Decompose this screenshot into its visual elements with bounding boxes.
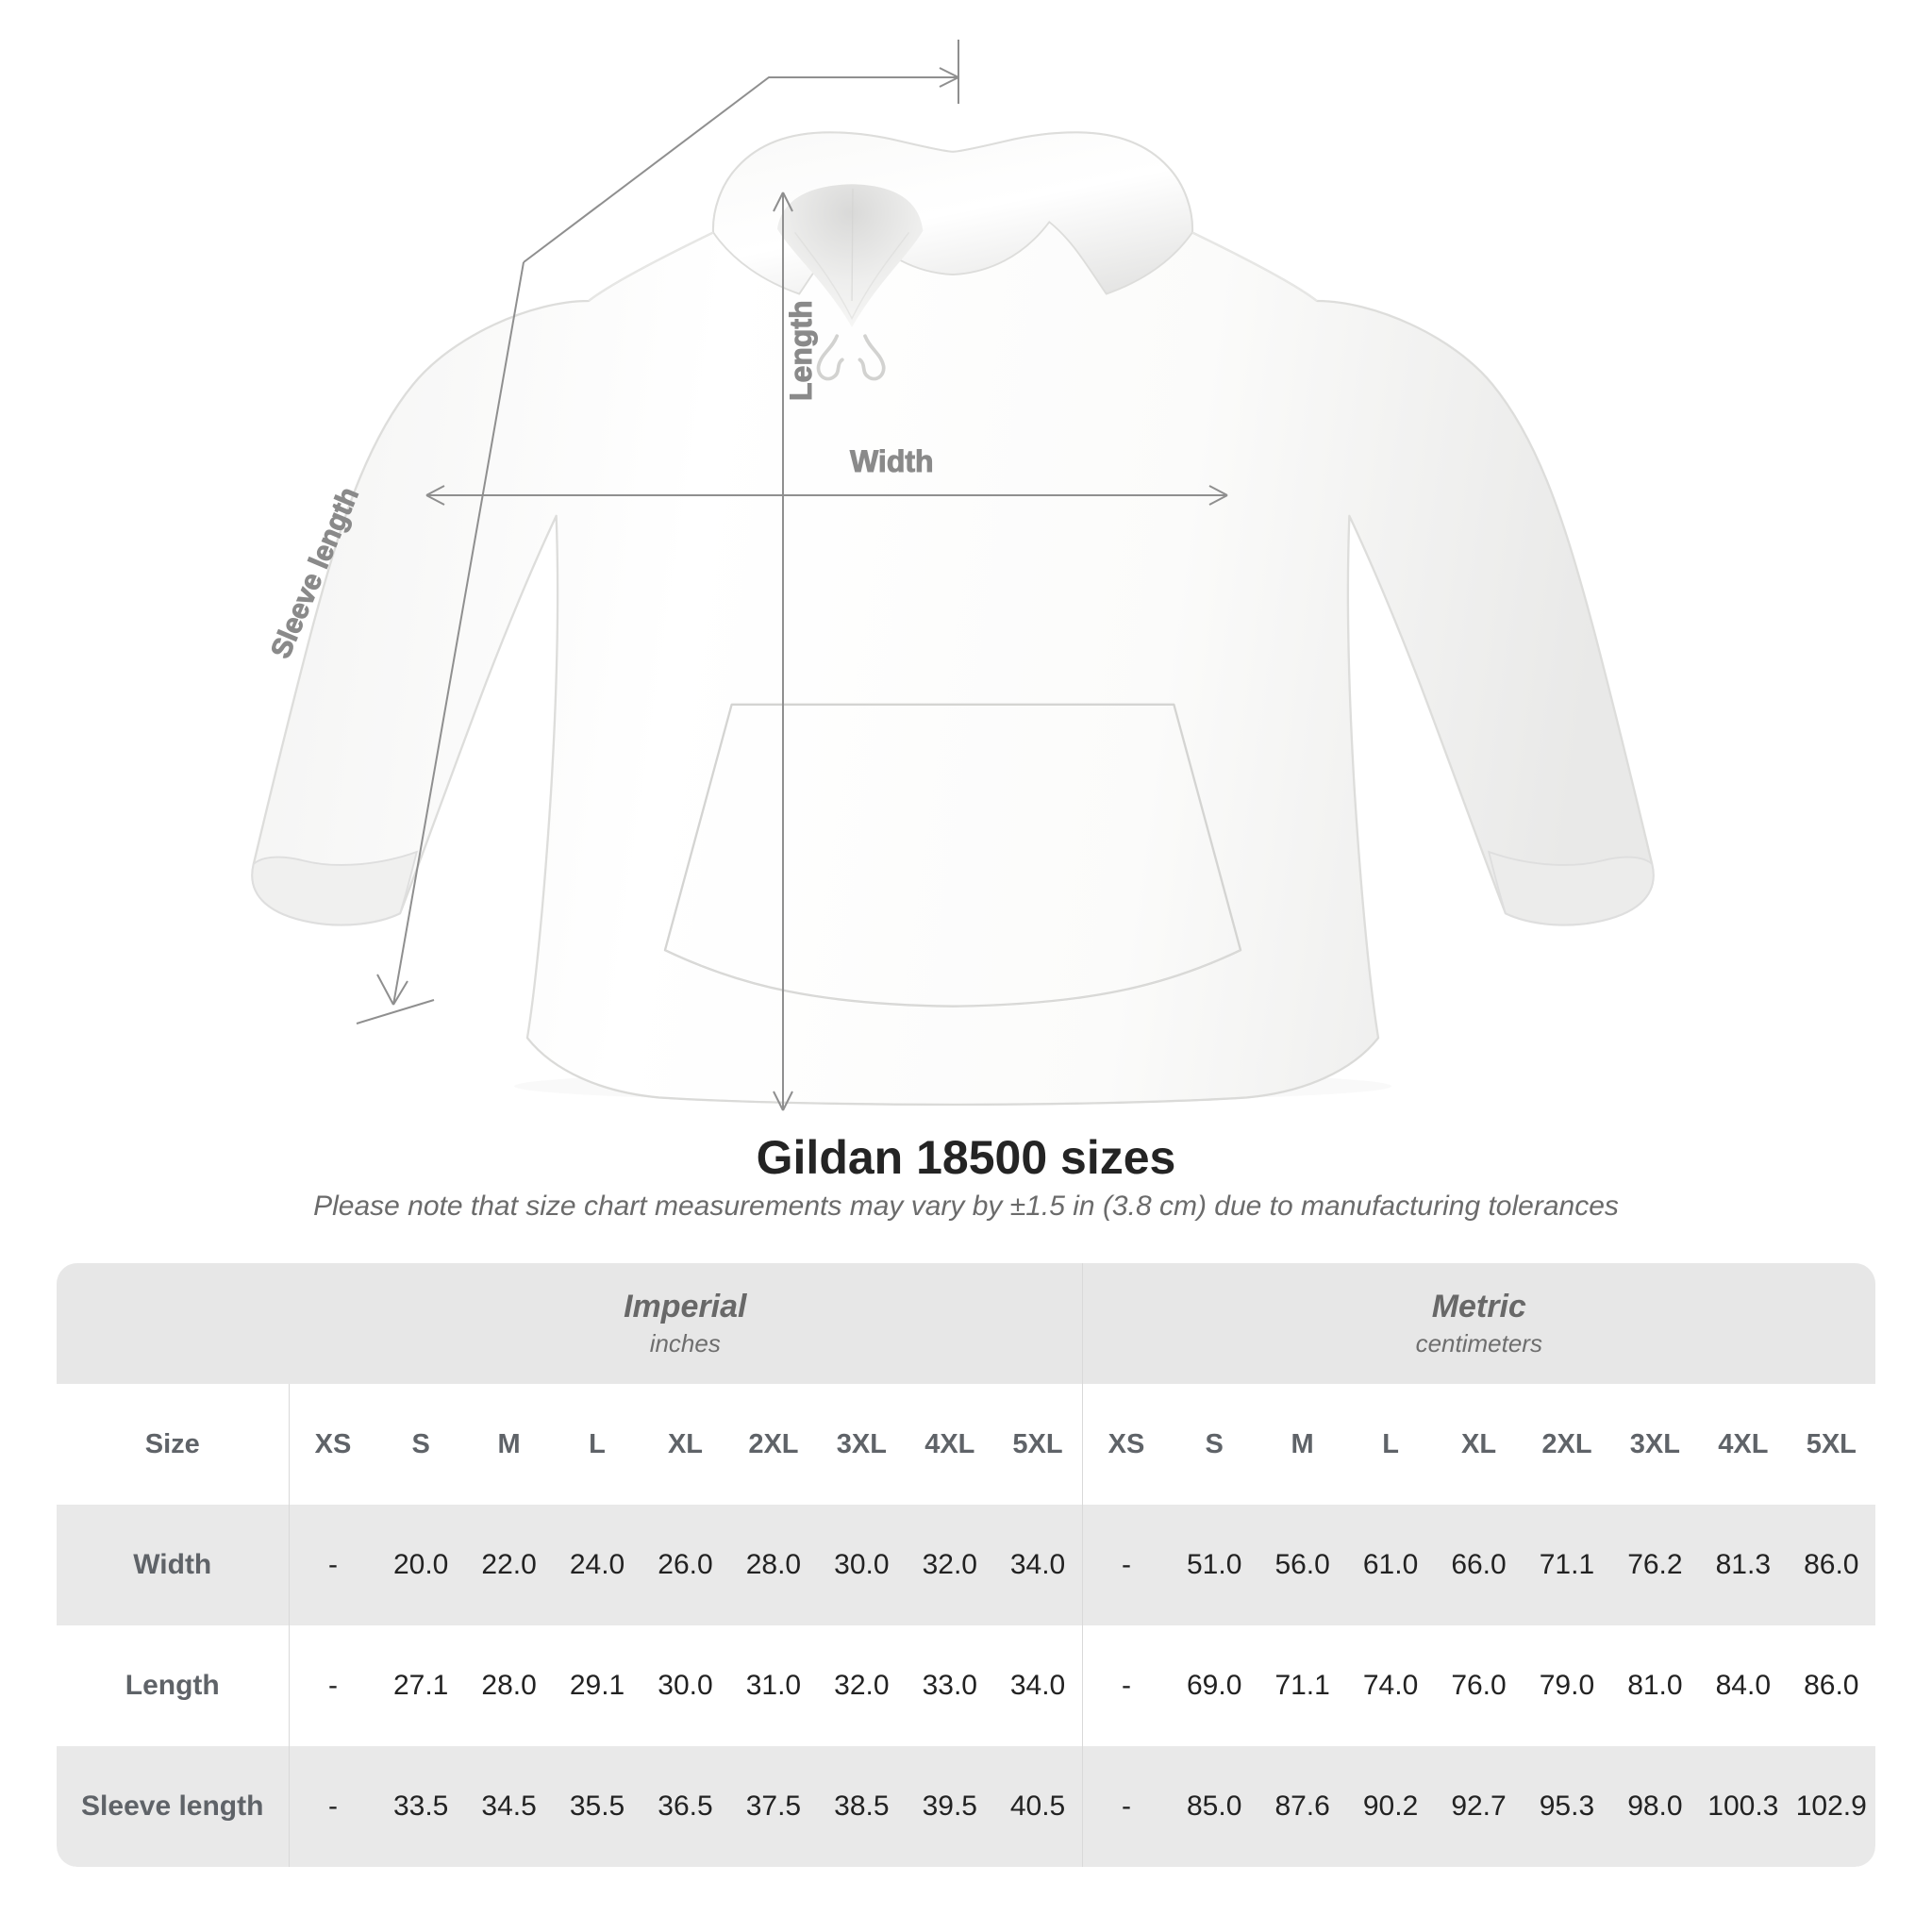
svg-text:Width: Width (850, 444, 934, 478)
svg-text:Length: Length (784, 300, 818, 401)
